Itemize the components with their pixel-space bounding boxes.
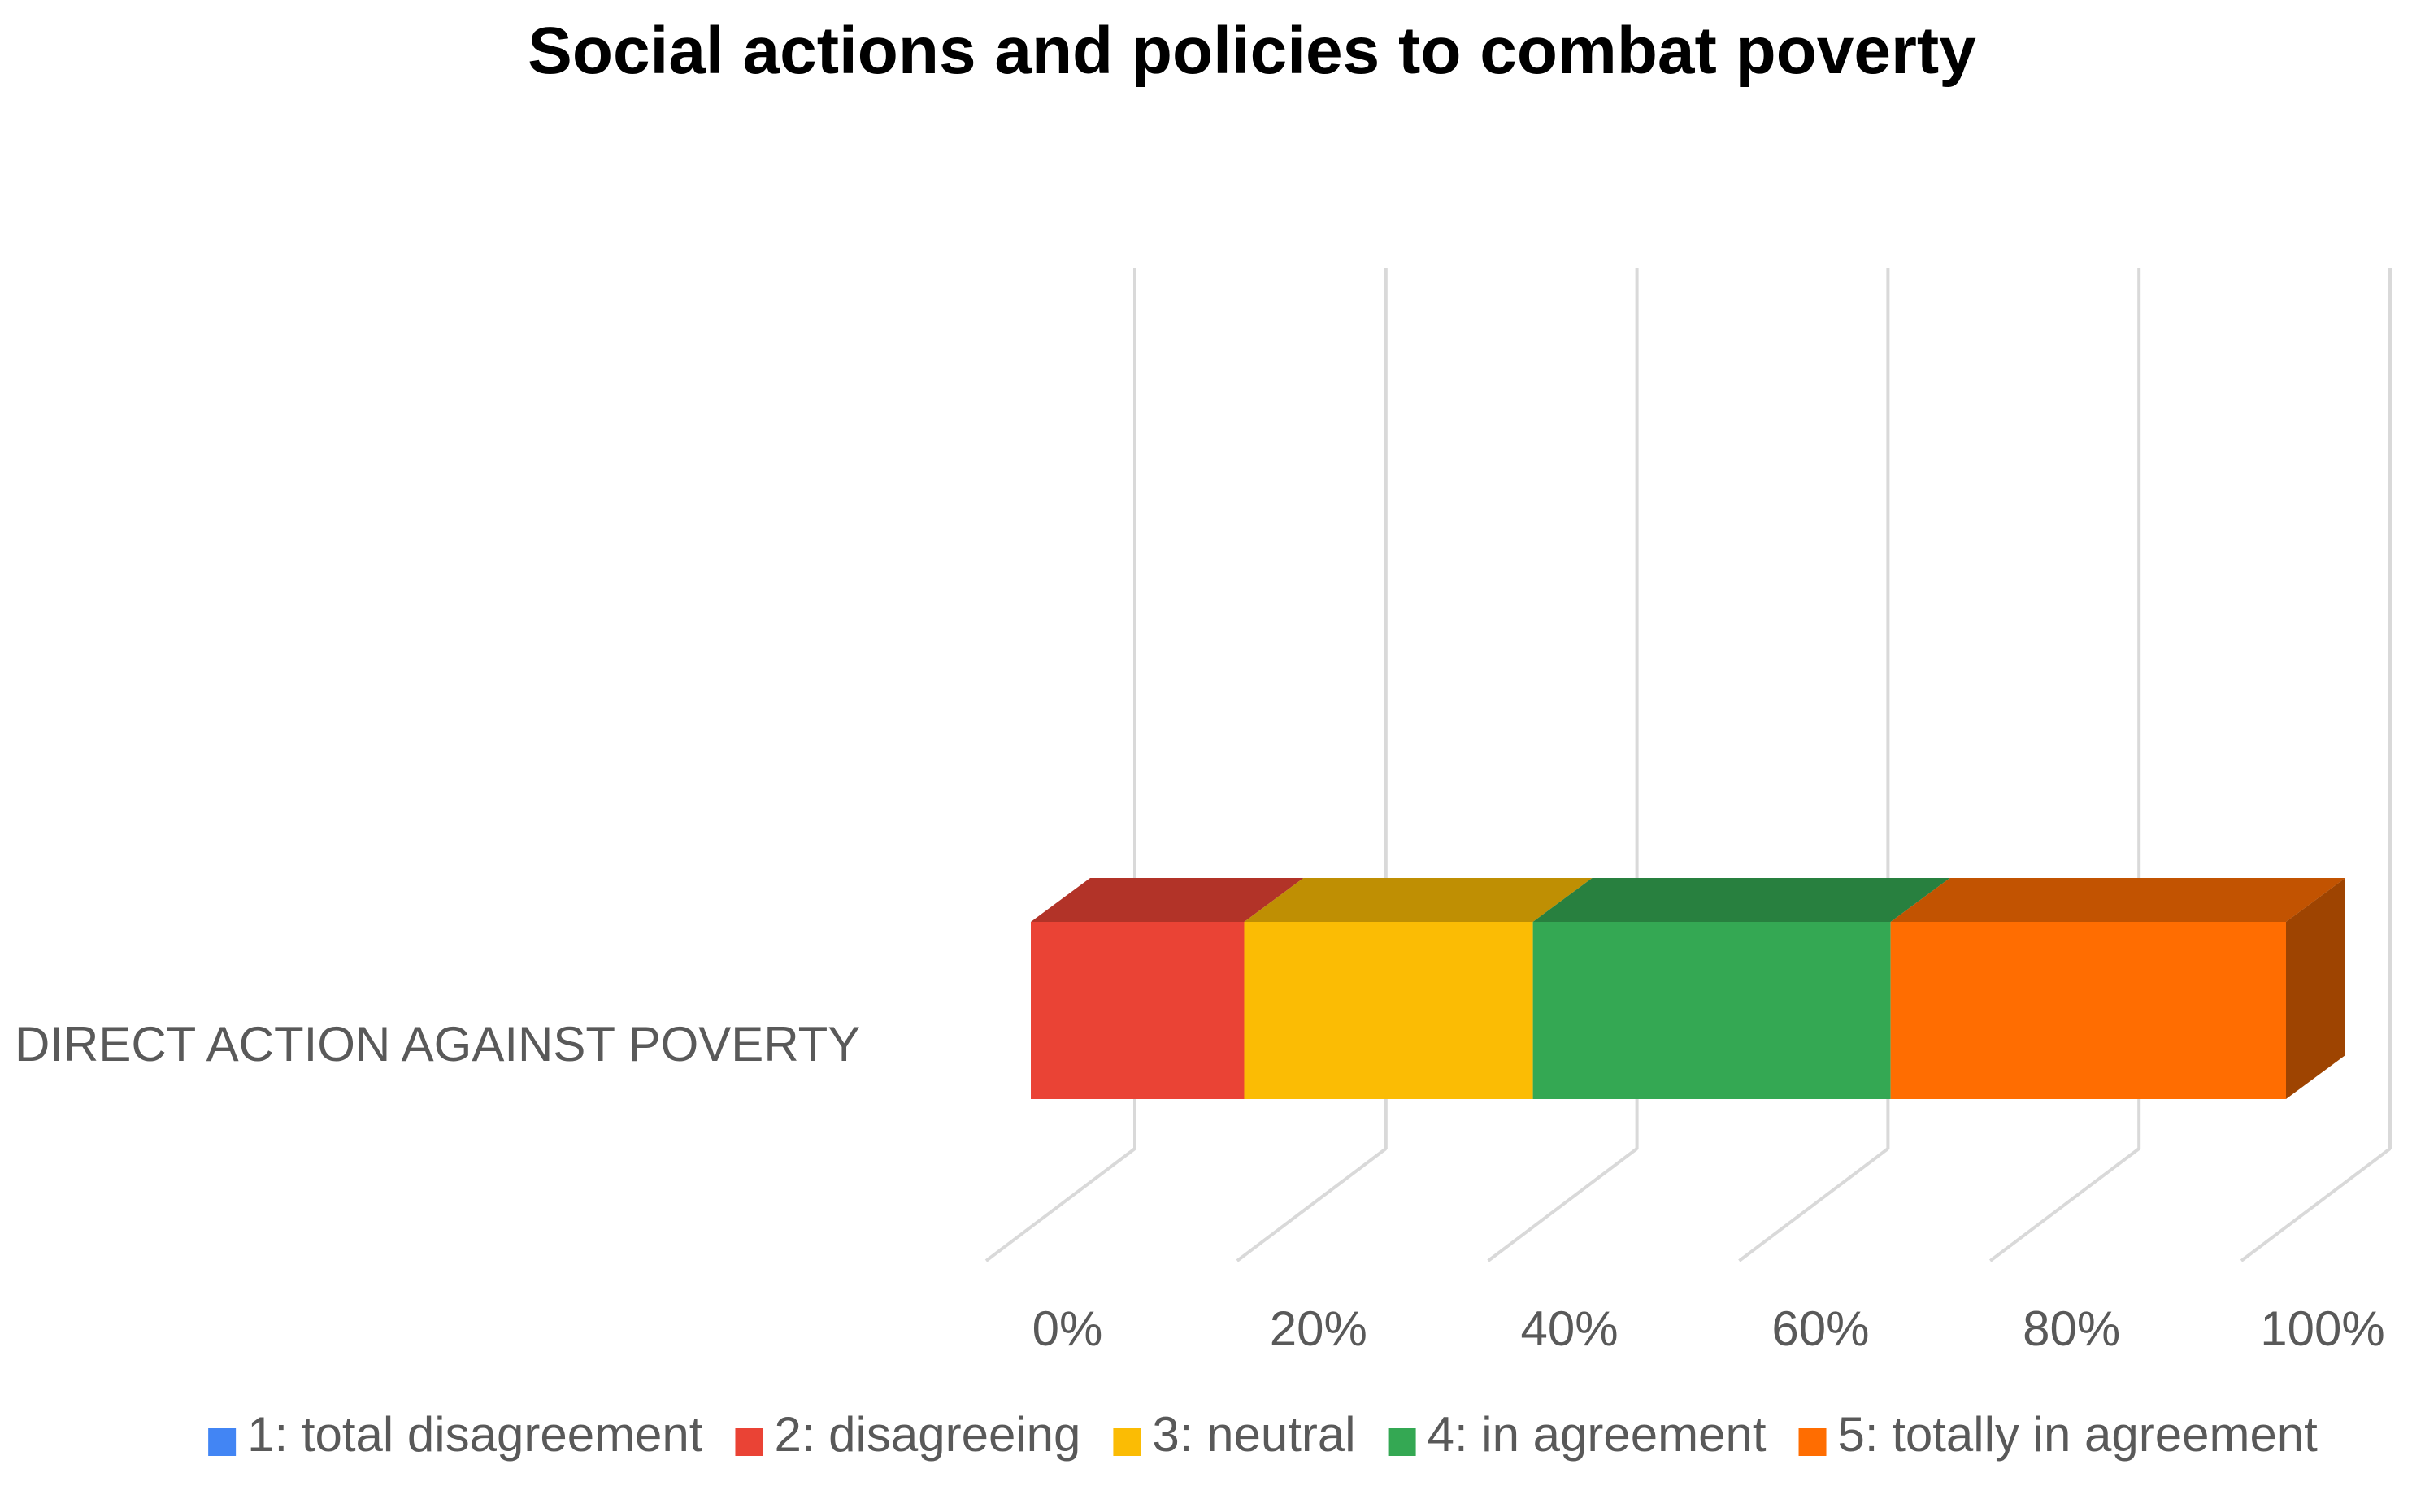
bar-side-face	[2286, 878, 2345, 1099]
legend-label: 1: total disagreement	[247, 1407, 703, 1462]
gridline-floor	[1487, 1147, 1638, 1262]
gridlines	[984, 268, 2392, 1262]
legend-swatch	[1798, 1428, 1827, 1456]
legend-label: 2: disagreeing	[774, 1407, 1080, 1462]
legend-swatch	[735, 1428, 763, 1456]
legend-label: 5: totally in agreement	[1838, 1407, 2319, 1462]
legend-item: 3: neutral	[1113, 1407, 1356, 1462]
legend-item: 1: total disagreement	[208, 1407, 703, 1462]
category-label: DIRECT ACTION AGAINST POVERTY	[15, 1017, 860, 1071]
bars	[1031, 878, 2345, 1099]
bar-segment	[1532, 922, 1891, 1099]
x-tick-label: 100%	[2260, 1301, 2384, 1356]
legend-label: 4: in agreement	[1428, 1407, 1767, 1462]
y-axis: DIRECT ACTION AGAINST POVERTY	[15, 1017, 860, 1071]
bar-segment	[1244, 922, 1533, 1099]
x-tick-label: 20%	[1270, 1301, 1367, 1356]
bar-top-face	[1532, 878, 1950, 922]
legend: 1: total disagreement 2: disagreeing 3: ne…	[208, 1407, 2318, 1462]
x-tick-label: 80%	[2023, 1301, 2120, 1356]
legend-swatch	[1388, 1428, 1416, 1456]
x-tick-label: 0%	[1032, 1301, 1103, 1356]
legend-label: 3: neutral	[1152, 1407, 1355, 1462]
gridline-floor	[1738, 1147, 1889, 1262]
bar-segment	[1031, 922, 1245, 1099]
x-tick-label: 40%	[1521, 1301, 1619, 1356]
chart-title: Social actions and policies to combat po…	[528, 14, 1976, 88]
bar-top-face	[1890, 878, 2345, 922]
x-axis: 0% 20% 40% 60% 80% 100%	[1032, 1301, 2385, 1356]
legend-swatch	[1113, 1428, 1141, 1456]
bar-top-face	[1031, 878, 1304, 922]
legend-item: 5: totally in agreement	[1798, 1407, 2319, 1462]
x-tick-label: 60%	[1771, 1301, 1869, 1356]
gridline-floor	[2240, 1147, 2392, 1262]
gridline-floor	[984, 1147, 1136, 1262]
legend-item: 4: in agreement	[1388, 1407, 1767, 1462]
bar-segment	[1890, 922, 2286, 1099]
gridline-floor	[1236, 1147, 1388, 1262]
legend-swatch	[208, 1428, 237, 1456]
bar-top-face	[1244, 878, 1593, 922]
gridline-floor	[1988, 1147, 2140, 1262]
legend-item: 2: disagreeing	[735, 1407, 1080, 1462]
